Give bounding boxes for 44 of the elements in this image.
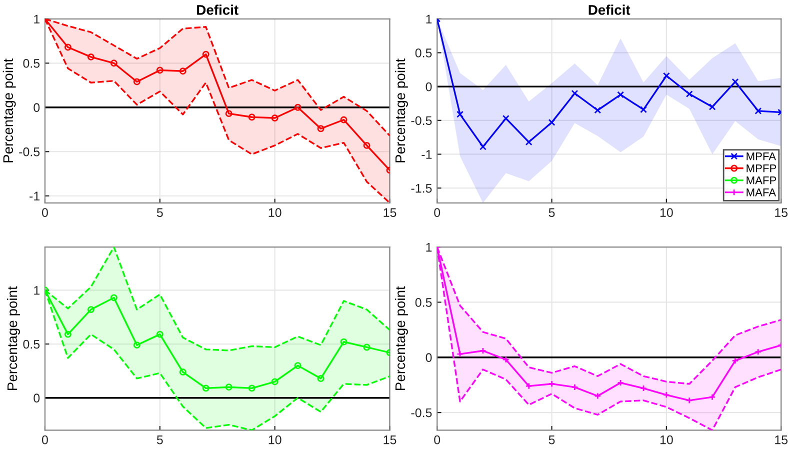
y-axis-title: Percentage point: [394, 286, 408, 390]
x-tick-label: 5: [548, 208, 555, 217]
x-tick-label: 15: [384, 208, 396, 217]
x-tick-label: 10: [660, 208, 673, 217]
y-tick-label: 1: [426, 14, 432, 24]
legend-label: MAFP: [746, 176, 776, 184]
y-tick-label: 0.5: [23, 340, 40, 349]
y-axis-title: Percentage point: [2, 58, 16, 162]
legend-label: MPFA: [746, 152, 776, 160]
y-tick-label: 0: [34, 394, 40, 403]
y-tick-label: 1: [426, 242, 432, 252]
chart-title: Deficit: [588, 4, 630, 15]
x-tick-label: 15: [775, 208, 788, 217]
x-tick-label: 10: [660, 435, 673, 444]
x-tick-label: 15: [775, 436, 788, 444]
x-tick-label: 0: [42, 208, 48, 217]
x-tick-label: 0: [42, 435, 48, 444]
y-tick-label: 0: [426, 82, 432, 92]
x-tick-label: 5: [548, 436, 555, 444]
x-tick-label: 10: [268, 208, 282, 217]
y-tick-label: -1: [30, 192, 40, 200]
legend-label: MPFP: [746, 164, 776, 172]
x-tick-label: 10: [268, 435, 282, 444]
y-tick-label: -1: [422, 150, 432, 159]
y-tick-label: 0.5: [415, 298, 432, 307]
legend-label: MAFA: [746, 188, 776, 196]
x-tick-label: 15: [384, 436, 396, 444]
x-tick-label: 5: [156, 208, 163, 217]
y-tick-label: 0: [426, 353, 432, 362]
chart-title: Deficit: [197, 4, 238, 15]
y-axis-title: Percentage point: [7, 286, 20, 390]
y-tick-label: 1: [34, 286, 40, 295]
y-axis-title: Percentage point: [394, 58, 408, 162]
y-tick-label: -0.5: [19, 147, 40, 156]
y-tick-label: 0.5: [23, 58, 40, 68]
y-tick-label: 0: [34, 103, 40, 112]
x-tick-label: 0: [434, 208, 440, 217]
x-tick-label: 5: [156, 436, 163, 444]
y-tick-label: 0.5: [415, 48, 432, 58]
y-tick-label: -1.5: [411, 184, 432, 193]
y-tick-label: -0.5: [411, 116, 432, 126]
y-tick-label: 1: [34, 14, 40, 24]
x-tick-label: 0: [434, 435, 440, 444]
y-tick-label: -0.5: [411, 408, 432, 418]
